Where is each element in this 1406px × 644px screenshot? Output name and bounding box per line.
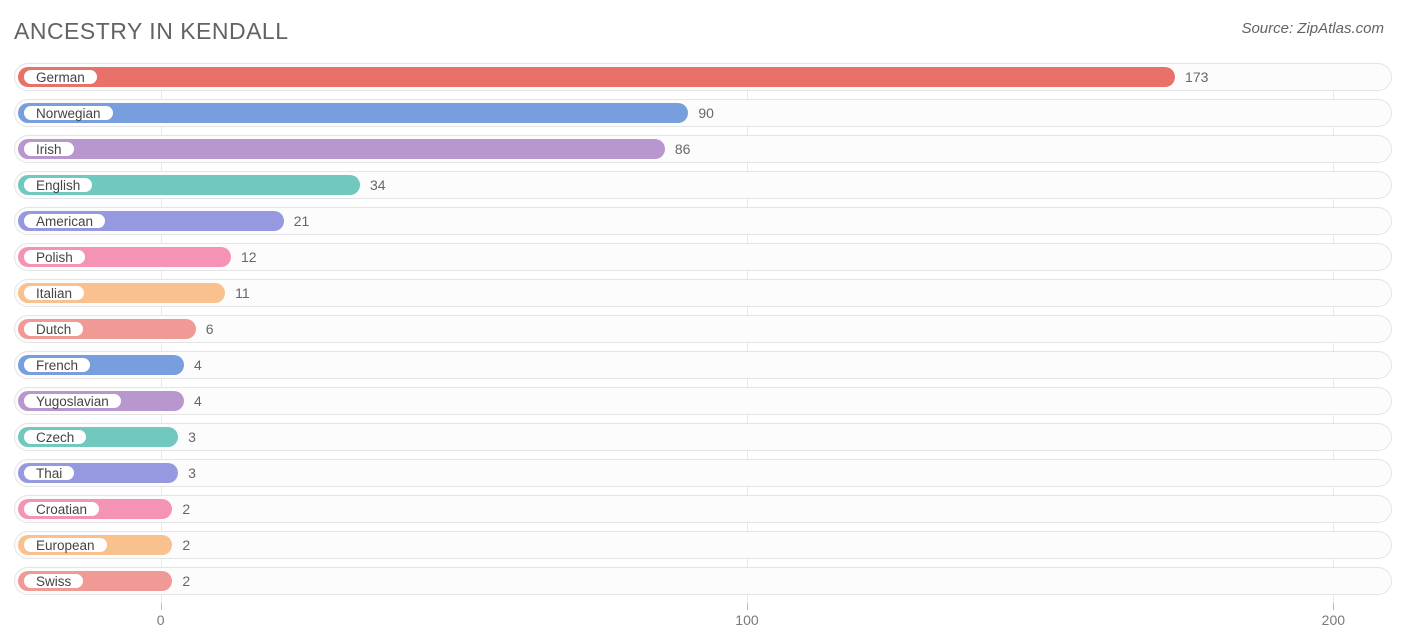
bar-rows: German173Norwegian90Irish86English34Amer… bbox=[14, 63, 1392, 597]
category-pill: Swiss bbox=[22, 572, 85, 590]
bar-row: American 21 bbox=[14, 207, 1392, 237]
category-pill: French bbox=[22, 356, 92, 374]
category-pill: English bbox=[22, 176, 94, 194]
value-label: 11 bbox=[235, 285, 250, 301]
bar-row: Croatian 2 bbox=[14, 495, 1392, 525]
bar-row: European 2 bbox=[14, 531, 1392, 561]
bar-track bbox=[14, 459, 1392, 487]
axis-tick bbox=[161, 603, 162, 610]
bar-row: Irish 86 bbox=[14, 135, 1392, 165]
category-pill: American bbox=[22, 212, 107, 230]
bar-row: Yugoslavian 4 bbox=[14, 387, 1392, 417]
value-label: 6 bbox=[206, 321, 214, 337]
bar-track bbox=[14, 423, 1392, 451]
chart-title: ANCESTRY IN KENDALL bbox=[14, 18, 289, 45]
category-pill: Czech bbox=[22, 428, 88, 446]
value-label: 4 bbox=[194, 393, 202, 409]
source-attribution: Source: ZipAtlas.com bbox=[1241, 20, 1384, 37]
bar-row: Czech 3 bbox=[14, 423, 1392, 453]
axis-tick bbox=[1333, 603, 1334, 610]
value-label: 34 bbox=[370, 177, 386, 193]
category-pill: Italian bbox=[22, 284, 86, 302]
category-pill: Irish bbox=[22, 140, 76, 158]
value-label: 3 bbox=[188, 429, 196, 445]
category-pill: Dutch bbox=[22, 320, 85, 338]
bar-track bbox=[14, 351, 1392, 379]
bar-row: German 173 bbox=[14, 63, 1392, 93]
category-pill: Polish bbox=[22, 248, 87, 266]
category-pill: Thai bbox=[22, 464, 76, 482]
bar-fill bbox=[18, 103, 688, 123]
bar-track bbox=[14, 567, 1392, 595]
axis-tick bbox=[747, 603, 748, 610]
bar-track bbox=[14, 315, 1392, 343]
value-label: 12 bbox=[241, 249, 257, 265]
category-pill: German bbox=[22, 68, 99, 86]
bar-row: French 4 bbox=[14, 351, 1392, 381]
category-pill: European bbox=[22, 536, 109, 554]
chart-container: ANCESTRY IN KENDALL Source: ZipAtlas.com… bbox=[0, 0, 1406, 644]
value-label: 3 bbox=[188, 465, 196, 481]
value-label: 173 bbox=[1185, 69, 1208, 85]
chart-area: German173Norwegian90Irish86English34Amer… bbox=[14, 63, 1392, 633]
bar-fill bbox=[18, 67, 1175, 87]
axis-tick-label: 100 bbox=[735, 612, 758, 628]
value-label: 2 bbox=[182, 537, 190, 553]
bar-row: Swiss 2 bbox=[14, 567, 1392, 597]
value-label: 4 bbox=[194, 357, 202, 373]
value-label: 21 bbox=[294, 213, 310, 229]
value-label: 2 bbox=[182, 501, 190, 517]
bar-fill bbox=[18, 139, 665, 159]
category-pill: Norwegian bbox=[22, 104, 115, 122]
value-label: 90 bbox=[698, 105, 714, 121]
category-pill: Yugoslavian bbox=[22, 392, 123, 410]
value-label: 2 bbox=[182, 573, 190, 589]
x-axis: 0 100 200 bbox=[14, 603, 1392, 633]
bar-row: Thai 3 bbox=[14, 459, 1392, 489]
header: ANCESTRY IN KENDALL Source: ZipAtlas.com bbox=[14, 18, 1392, 45]
bar-track bbox=[14, 387, 1392, 415]
bar-track bbox=[14, 495, 1392, 523]
bar-row: Norwegian 90 bbox=[14, 99, 1392, 129]
bar-row: Italian 11 bbox=[14, 279, 1392, 309]
axis-tick-label: 0 bbox=[157, 612, 165, 628]
axis-tick-label: 200 bbox=[1322, 612, 1345, 628]
category-pill: Croatian bbox=[22, 500, 101, 518]
bar-row: Polish 12 bbox=[14, 243, 1392, 273]
bar-row: English 34 bbox=[14, 171, 1392, 201]
bar-row: Dutch 6 bbox=[14, 315, 1392, 345]
value-label: 86 bbox=[675, 141, 691, 157]
bar-track bbox=[14, 531, 1392, 559]
